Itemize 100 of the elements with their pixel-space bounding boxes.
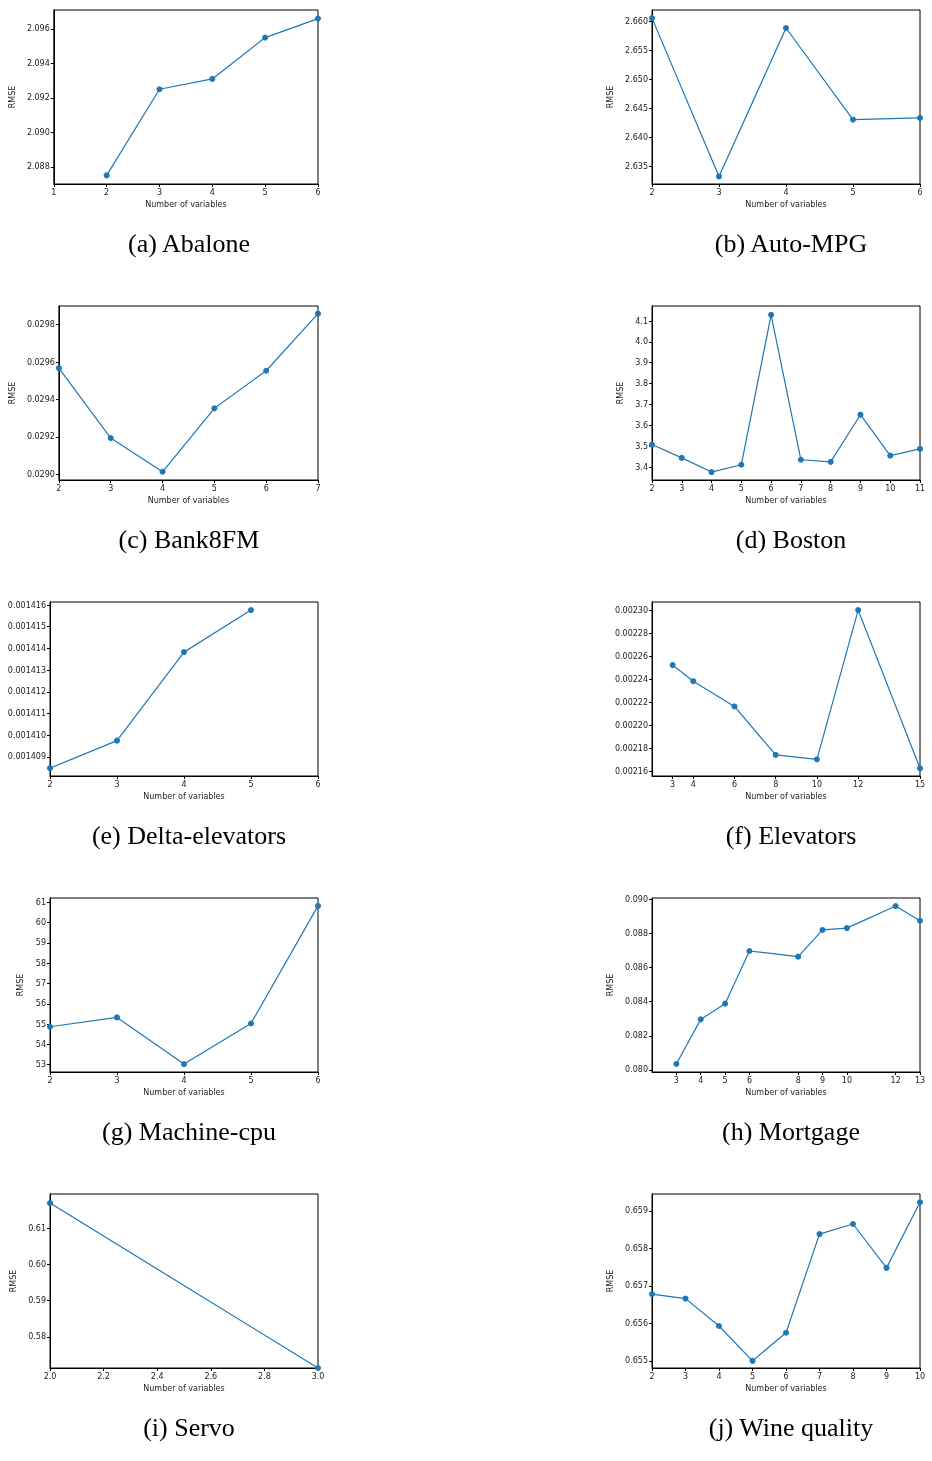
x-tick-label: 13 [914, 1075, 926, 1085]
point [813, 756, 820, 763]
y-tick-label: 55 [35, 1019, 46, 1029]
x-tick-label: 4 [690, 779, 696, 789]
x-tick-label: 5 [850, 187, 856, 197]
point [159, 468, 166, 475]
x-tick-label: 2.4 [150, 1371, 164, 1381]
point [114, 1014, 120, 1021]
text: (c) Bank8FM [118, 524, 260, 554]
x-tick-label: 9 [820, 1075, 826, 1085]
point [678, 454, 685, 461]
point [649, 441, 655, 448]
point [819, 926, 826, 933]
x-tick-label: 7 [315, 483, 321, 493]
point [248, 607, 254, 614]
point [669, 662, 676, 669]
y-tick-label: 0.084 [625, 997, 648, 1007]
x-axis-title: Number of variables [745, 1088, 827, 1098]
y-tick-label: 0.00228 [614, 629, 648, 639]
y-tick-label: 2.645 [625, 103, 648, 113]
y-tick-label: 0.00224 [614, 675, 648, 685]
point [103, 172, 110, 179]
y-tick-label: 0.088 [625, 928, 648, 938]
y-axis-title: RMSE [16, 973, 26, 997]
x-tick-label: 12 [853, 779, 864, 789]
y-tick-label: 2.640 [625, 132, 648, 142]
y-tick-label: 0.086 [625, 962, 648, 972]
x-tick-label: 6 [746, 1075, 752, 1085]
y-tick-label: 0.58 [28, 1332, 46, 1342]
text: (a) Abalone [127, 228, 251, 258]
x-tick-label: 7 [798, 483, 804, 493]
x-axis-title: Number of variables [745, 792, 827, 802]
x-tick-label: 4 [783, 187, 789, 197]
y-tick-label: 0.655 [625, 1356, 648, 1366]
text: (h) Mortgage [722, 1116, 860, 1146]
point [673, 1060, 680, 1067]
y-tick-label: 0.00226 [614, 652, 648, 662]
y-tick-label: 4.1 [635, 316, 648, 326]
y-axis-title: RMSE [8, 1269, 18, 1293]
point [315, 15, 321, 22]
y-tick-label: 0.0298 [26, 320, 55, 330]
x-tick-label: 8 [850, 1371, 856, 1381]
x-tick-label: 8 [773, 779, 779, 789]
text: (e) Delta-elevators [91, 820, 287, 850]
x-axis-title: Number of variables [147, 496, 230, 506]
x-tick-label: 4 [698, 1075, 704, 1085]
y-tick-label: 0.657 [625, 1281, 648, 1291]
x-tick-label: 6 [768, 483, 774, 493]
x-tick-label: 5 [262, 187, 268, 197]
y-tick-label: 0.001415 [7, 622, 46, 632]
x-tick-label: 9 [857, 483, 863, 493]
x-tick-label: 3 [673, 1075, 679, 1085]
x-tick-label: 2.8 [258, 1371, 271, 1381]
y-tick-label: 58 [35, 958, 46, 968]
x-tick-label: 4 [159, 483, 166, 493]
y-tick-label: 0.656 [625, 1318, 648, 1328]
x-tick-label: 2 [104, 187, 110, 197]
x-tick-label: 3 [716, 187, 722, 197]
y-tick-label: 2.650 [625, 74, 648, 84]
x-tick-label: 6 [315, 1075, 321, 1085]
point [47, 765, 53, 772]
y-tick-label: 0.00230 [614, 606, 648, 616]
x-tick-label: 1 [51, 187, 57, 197]
y-tick-label: 2.088 [26, 162, 50, 172]
point [746, 947, 753, 954]
point [716, 1323, 722, 1329]
point [917, 917, 923, 924]
x-axis-title: Number of variables [143, 1384, 225, 1394]
y-tick-label: 53 [35, 1060, 46, 1070]
x-tick-label: 8 [828, 483, 834, 493]
point [749, 1357, 756, 1364]
x-tick-label: 3 [670, 779, 676, 789]
x-tick-label: 12 [890, 1075, 901, 1085]
text: (b) Auto-MPG [714, 228, 868, 258]
x-tick-label: 2 [649, 483, 655, 493]
y-tick-label: 3.8 [635, 379, 648, 389]
x-tick-label: 6 [783, 1371, 789, 1381]
y-tick-label: 0.001411 [7, 709, 46, 719]
x-tick-label: 2 [47, 779, 53, 789]
x-tick-label: 3 [679, 483, 685, 493]
x-tick-label: 5 [211, 483, 217, 493]
x-tick-label: 7 [816, 1371, 823, 1381]
point [649, 1291, 655, 1298]
y-tick-label: 0.59 [28, 1296, 46, 1306]
x-tick-label: 5 [248, 1075, 254, 1085]
y-tick-label: 0.082 [625, 1031, 648, 1041]
point [772, 751, 779, 758]
x-tick-label: 4 [181, 1075, 187, 1085]
y-axis-title: RMSE [605, 973, 615, 997]
x-tick-label: 10 [841, 1075, 852, 1085]
point [248, 1020, 254, 1027]
x-tick-label: 2 [649, 187, 655, 197]
y-tick-label: 3.5 [635, 441, 648, 451]
y-tick-label: 60 [35, 918, 46, 928]
point [47, 1023, 53, 1030]
x-tick-label: 2.6 [204, 1371, 218, 1381]
x-tick-label: 2.2 [97, 1371, 110, 1381]
x-tick-label: 5 [248, 779, 254, 789]
point [917, 114, 923, 121]
point [850, 1221, 856, 1227]
